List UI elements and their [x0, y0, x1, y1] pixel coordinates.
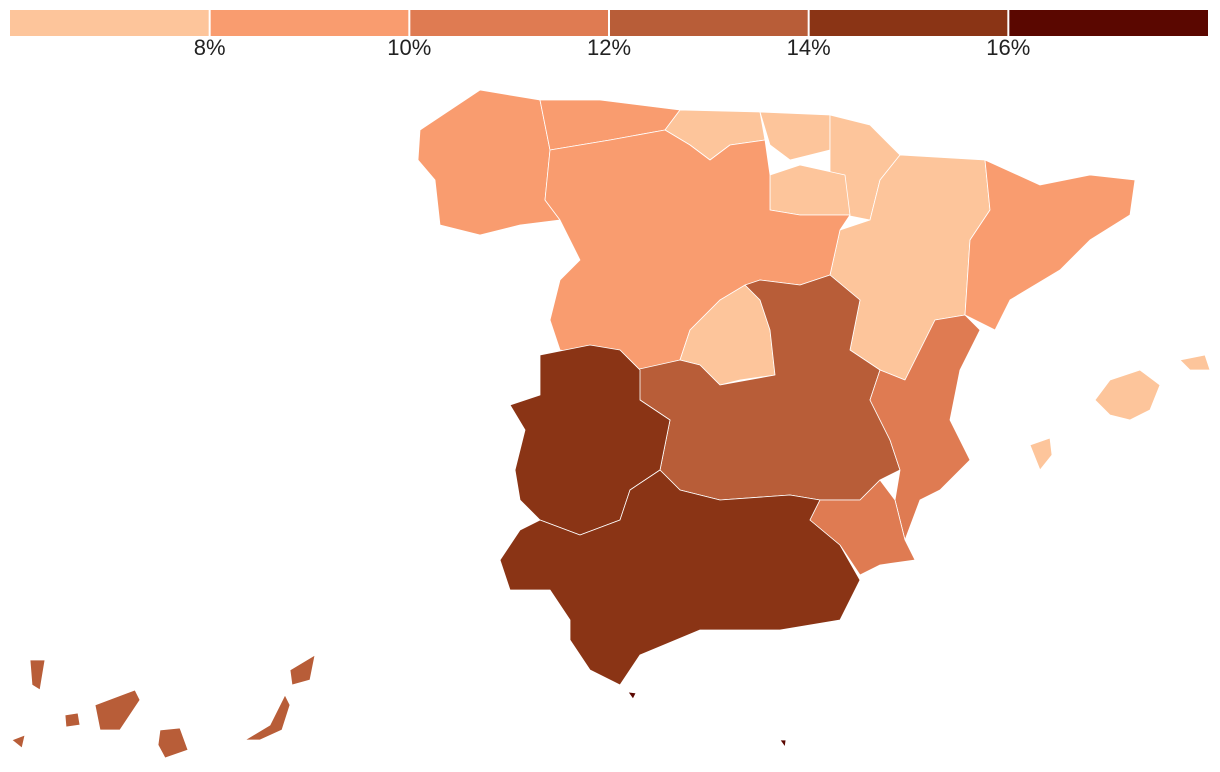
legend-tick-label: 16%	[986, 35, 1030, 60]
region	[869, 314, 981, 541]
region	[809, 479, 916, 576]
legend-swatch	[409, 10, 609, 36]
region	[417, 89, 561, 236]
legend-tick-label: 12%	[587, 35, 631, 60]
region	[1029, 354, 1211, 471]
legend-tick-label: 8%	[194, 35, 226, 60]
region	[499, 469, 861, 686]
legend-swatch	[10, 10, 210, 36]
region	[11, 654, 316, 759]
region	[759, 111, 831, 161]
region	[627, 691, 787, 748]
region	[964, 159, 1136, 331]
regions	[11, 89, 1211, 759]
legend-tick-label: 14%	[787, 35, 831, 60]
legend-swatch	[609, 10, 809, 36]
legend-swatch	[1008, 10, 1208, 36]
legend-tick-label: 10%	[387, 35, 431, 60]
legend-swatch	[808, 10, 1009, 36]
legend-swatch	[209, 10, 410, 36]
legend: 8% 10% 12% 14% 16%	[10, 10, 1208, 60]
